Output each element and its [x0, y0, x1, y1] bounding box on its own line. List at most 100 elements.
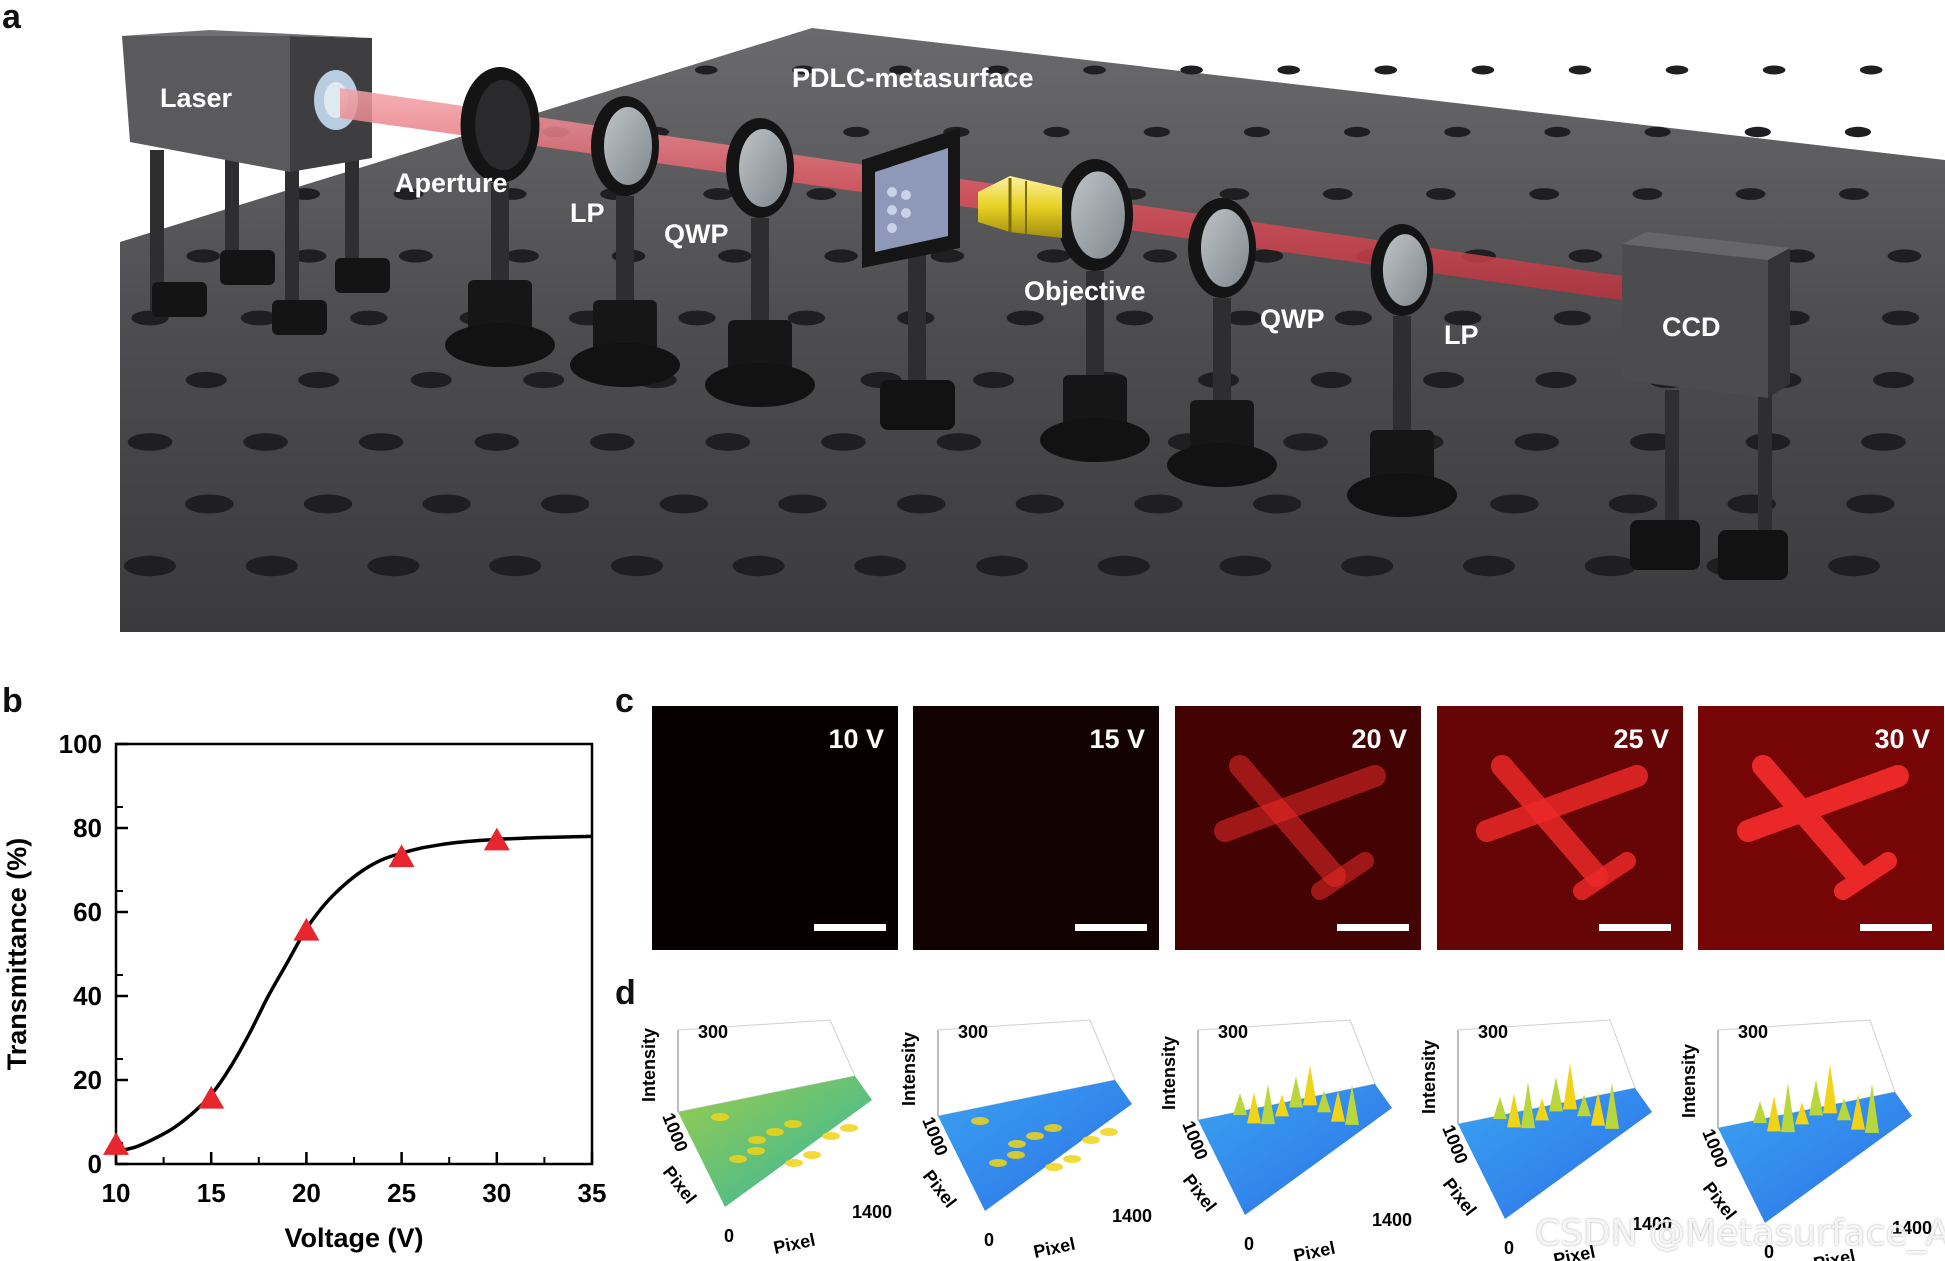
intensity-peak: [1345, 1084, 1359, 1125]
intensity-speckle: [1007, 1151, 1025, 1159]
table-hole: [474, 433, 519, 451]
table-hole: [399, 249, 433, 263]
table-hole: [1219, 555, 1272, 577]
intensity-speckle: [729, 1155, 747, 1163]
table-hole: [1374, 65, 1398, 75]
lens-glass: [604, 107, 652, 185]
table-hole: [824, 249, 858, 263]
table-hole: [1514, 433, 1560, 451]
table-hole: [1568, 249, 1603, 263]
panel-letter-d: d: [615, 974, 636, 1012]
table-hole: [350, 310, 388, 326]
table-hole: [185, 494, 234, 514]
table-hole: [410, 371, 452, 389]
intensity-peak: [1851, 1094, 1865, 1130]
voltage-label: 25 V: [1613, 724, 1669, 754]
airplane-tail: [1573, 852, 1636, 900]
intensity-peak: [1591, 1091, 1605, 1126]
table-hole: [393, 188, 424, 200]
y-axis-label: Pixel: [1179, 1170, 1221, 1215]
y-tick-label: 0: [88, 1149, 102, 1179]
x-tick-label: 10: [102, 1178, 131, 1208]
intensity-speckle: [1044, 1124, 1062, 1132]
mount-post-holder: [1370, 430, 1434, 485]
table-hole: [1762, 65, 1786, 75]
table-hole: [1744, 126, 1771, 138]
data-point-triangle: [293, 917, 320, 941]
scale-bar: [1075, 924, 1147, 931]
laser-unit: [122, 30, 390, 335]
intensity-speckle: [1063, 1155, 1081, 1163]
table-hole: [973, 371, 1015, 389]
table-hole: [1006, 310, 1044, 326]
table-hole: [358, 433, 404, 451]
intensity-peak: [1303, 1065, 1317, 1106]
table-hole: [541, 494, 590, 514]
x-tick-label-end: 1400: [1892, 1218, 1932, 1238]
x-tick-label: 20: [292, 1178, 321, 1208]
table-hole: [1828, 555, 1881, 577]
y-tick-label: 100: [59, 729, 102, 759]
z-tick-label: 300: [1738, 1022, 1768, 1042]
table-hole: [1644, 126, 1671, 138]
data-point-triangle: [198, 1085, 225, 1109]
optical-setup-illustration: Laser Aperture LP QWP PDLC-metasurface O…: [120, 28, 1945, 632]
table-hole: [1344, 126, 1371, 138]
table-hole: [303, 494, 353, 514]
intensity-peak: [1493, 1097, 1507, 1119]
mount-post-holder: [1190, 400, 1254, 455]
intensity-peak: [1753, 1101, 1767, 1123]
table-hole: [976, 555, 1029, 577]
label-qwp-2: QWP: [1260, 304, 1325, 334]
intensity-peak: [1247, 1092, 1261, 1124]
mount-base: [1167, 443, 1277, 487]
label-laser: Laser: [160, 83, 233, 113]
intensity-speckle: [1045, 1163, 1063, 1171]
table-hole: [1632, 188, 1663, 200]
table-hole: [1859, 65, 1883, 75]
voltage-label: 10 V: [828, 724, 884, 754]
table-hole: [705, 433, 751, 451]
intensity-peak: [1781, 1083, 1795, 1133]
intensity-speckle: [989, 1159, 1007, 1167]
ccd-image: 15 V: [913, 706, 1159, 950]
intensity-speckle: [784, 1120, 802, 1128]
lens-glass: [1201, 209, 1249, 287]
table-hole: [986, 65, 1009, 75]
table-hole: [1471, 65, 1495, 75]
table-hole: [185, 371, 227, 389]
table-hole: [1490, 494, 1539, 514]
table-hole: [732, 555, 785, 577]
pdlc-metasurface-holder: [862, 128, 960, 430]
z-tick-label: 300: [1218, 1022, 1248, 1042]
mount-base: [1347, 473, 1457, 517]
table-hole: [1043, 126, 1070, 138]
table-hole: [1249, 249, 1284, 263]
x-tick-label: 25: [387, 1178, 416, 1208]
mount-post-holder: [728, 320, 792, 375]
y-axis-label: Pixel: [919, 1166, 961, 1211]
airplane-body: [1491, 755, 1608, 887]
optic-mounts: [445, 67, 1457, 517]
table-hole: [523, 371, 565, 389]
intensity-peak: [1261, 1084, 1275, 1125]
ccd-image: 20 V: [1175, 706, 1421, 950]
mount-base: [1040, 418, 1150, 462]
mount-post-holder: [593, 300, 657, 355]
intensity-speckles: [711, 1113, 858, 1167]
table-hole: [1083, 65, 1106, 75]
label-qwp-1: QWP: [664, 219, 729, 249]
table-hole: [1252, 494, 1302, 514]
measured-points: [103, 827, 510, 1155]
lens-glass: [739, 129, 787, 207]
intensity-speckle: [840, 1124, 858, 1132]
intensity-speckle: [1026, 1132, 1044, 1140]
mount-post-holder: [1063, 375, 1127, 430]
mount-base: [705, 363, 815, 407]
table-hole: [240, 310, 278, 326]
label-lp-1: LP: [570, 198, 605, 228]
table-hole: [1243, 126, 1270, 138]
table-hole: [505, 249, 539, 263]
intensity-speckle: [822, 1132, 840, 1140]
